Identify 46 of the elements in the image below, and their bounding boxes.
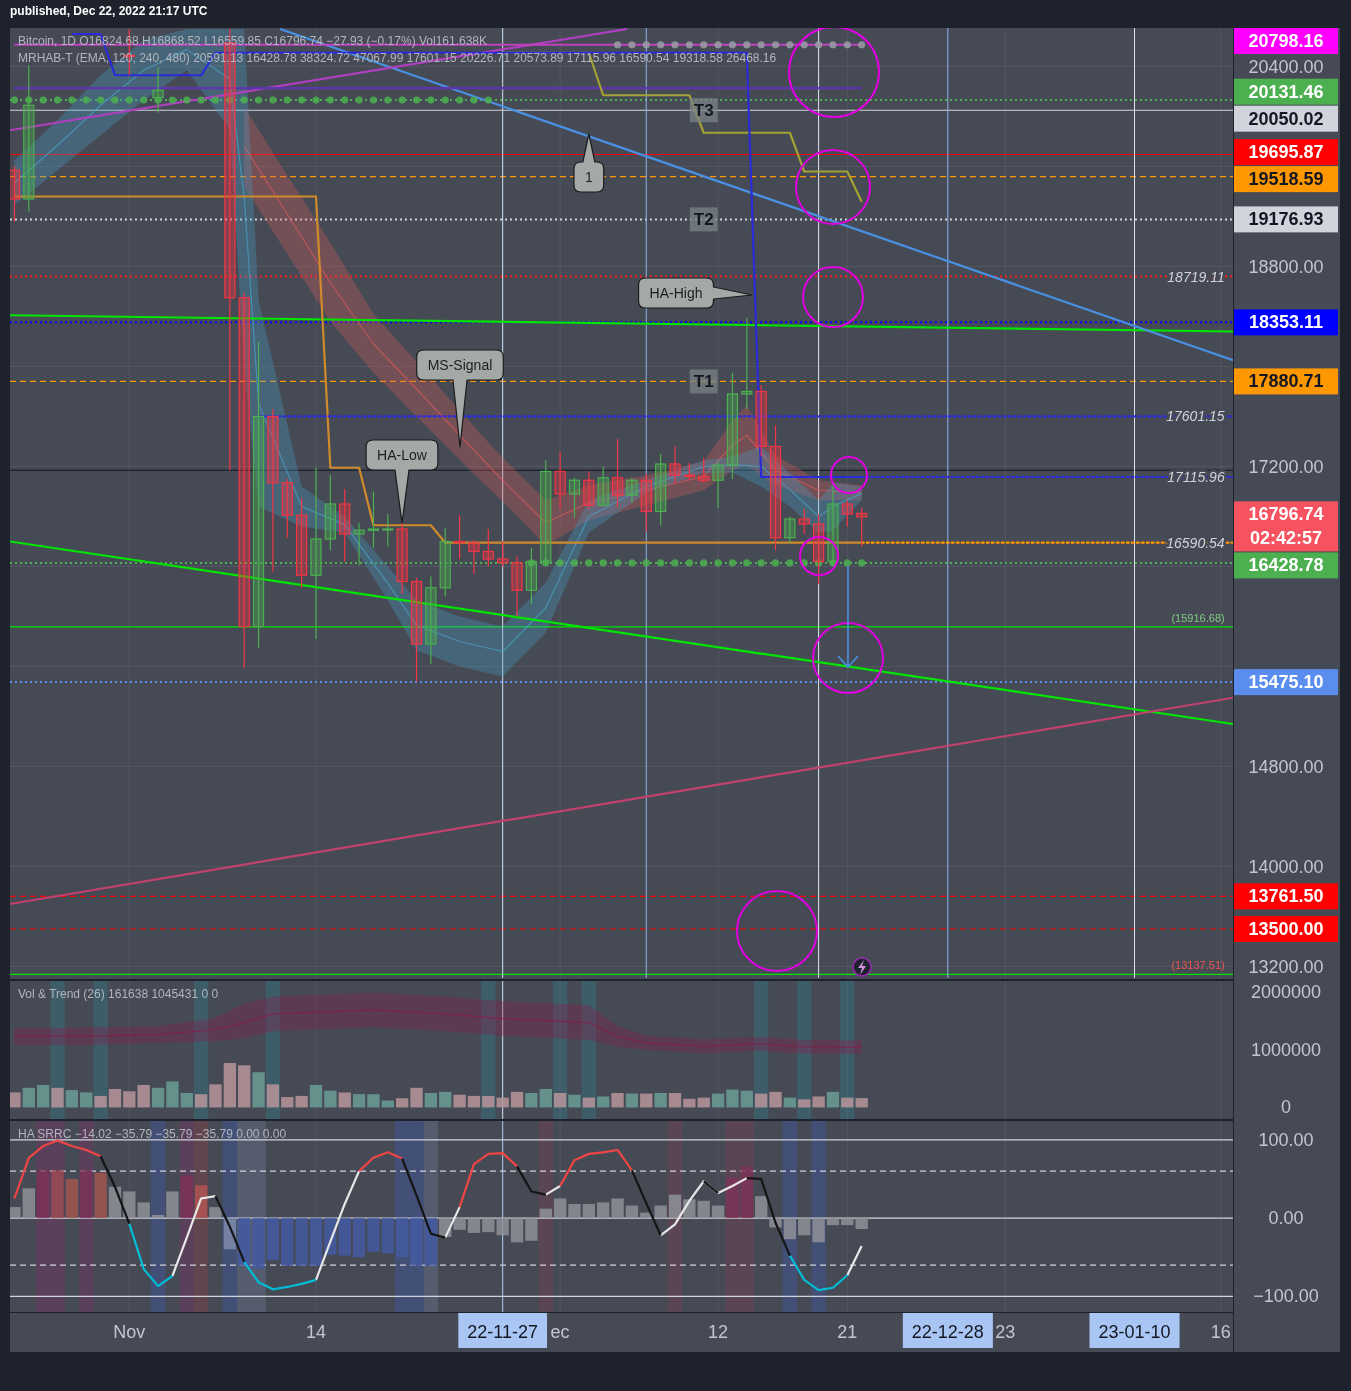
text: published, Dec 22, 2022 21:17 UTC bbox=[10, 4, 208, 18]
annotation: 18719.11 bbox=[1167, 268, 1225, 285]
annotation: HA-Low bbox=[377, 447, 428, 463]
y-tick-label: 14000.00 bbox=[1248, 856, 1324, 877]
ref-line-label: 19518.59 bbox=[1248, 169, 1324, 190]
x-tick-label: 21 bbox=[837, 1322, 858, 1342]
x-tick-label: Nov bbox=[113, 1322, 146, 1342]
x-tick-label: ec bbox=[550, 1322, 570, 1342]
y-tick-label: 13200.00 bbox=[1248, 956, 1324, 977]
x-tick-label: 23-01-10 bbox=[1098, 1322, 1171, 1342]
annotation: MS-Signal bbox=[427, 357, 493, 373]
annotation: (13137.51) bbox=[1171, 959, 1225, 972]
text: HA SRRC −14.02 −35.79 −35.79 −35.79 0.00 0.00 bbox=[18, 1127, 287, 1141]
text: 16796.74 bbox=[1248, 504, 1324, 525]
ref-line-label: 18353.11 bbox=[1248, 312, 1324, 333]
y-tick-label: 14800.00 bbox=[1248, 756, 1324, 777]
y-tick-label: 20400.00 bbox=[1248, 56, 1324, 77]
x-tick-label: 22-11-27 bbox=[467, 1322, 539, 1342]
y-tick-label: 0 bbox=[1280, 1097, 1292, 1118]
annotation: HA-High bbox=[649, 285, 703, 301]
ref-line-label: 20050.02 bbox=[1248, 108, 1324, 129]
annotation: (15916.68) bbox=[1171, 611, 1225, 624]
y-tick-label: 2000000 bbox=[1250, 981, 1322, 1002]
annotation: 1 bbox=[584, 169, 593, 185]
ref-line-label: 19695.87 bbox=[1248, 142, 1324, 163]
y-tick-label: 100.00 bbox=[1258, 1129, 1314, 1150]
ref-line-label: 20131.46 bbox=[1248, 81, 1324, 102]
ref-line-label: 17880.71 bbox=[1248, 371, 1324, 392]
ref-line-label: 19176.93 bbox=[1248, 209, 1324, 230]
text: 20798.16 bbox=[1248, 31, 1324, 51]
text: 02:42:57 bbox=[1249, 528, 1323, 549]
x-tick-label: 22-12-28 bbox=[911, 1322, 984, 1342]
y-tick-label: 1000000 bbox=[1250, 1039, 1322, 1060]
y-tick-label: 0.00 bbox=[1268, 1208, 1304, 1229]
x-tick-label: 12 bbox=[708, 1322, 729, 1342]
y-tick-label: 17200.00 bbox=[1248, 456, 1324, 477]
ref-line-label: 13761.50 bbox=[1248, 886, 1324, 907]
text: Vol & Trend (26) 161638 1045431 0 0 bbox=[18, 987, 219, 1001]
ref-line-label: 15475.10 bbox=[1248, 672, 1324, 693]
ref-line-label: 13500.00 bbox=[1248, 919, 1324, 939]
x-tick-label: 14 bbox=[305, 1322, 327, 1342]
ref-line-label: 16428.78 bbox=[1248, 555, 1324, 576]
x-tick-label: 23 bbox=[995, 1322, 1016, 1342]
y-tick-label: −100.00 bbox=[1253, 1286, 1319, 1307]
y-tick-label: 18800.00 bbox=[1248, 256, 1324, 277]
x-tick-label: 16 bbox=[1210, 1322, 1231, 1342]
